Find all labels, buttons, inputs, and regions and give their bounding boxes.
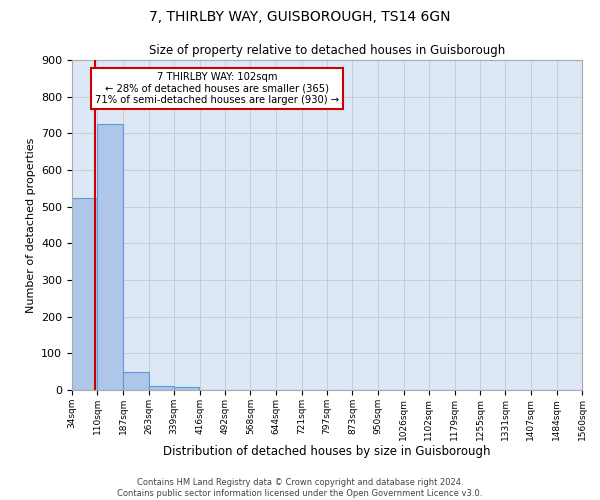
Text: 7 THIRLBY WAY: 102sqm
← 28% of detached houses are smaller (365)
71% of semi-det: 7 THIRLBY WAY: 102sqm ← 28% of detached … bbox=[95, 72, 340, 105]
Y-axis label: Number of detached properties: Number of detached properties bbox=[26, 138, 35, 312]
Bar bbox=[97, 124, 123, 390]
Text: Contains HM Land Registry data © Crown copyright and database right 2024.
Contai: Contains HM Land Registry data © Crown c… bbox=[118, 478, 482, 498]
Title: Size of property relative to detached houses in Guisborough: Size of property relative to detached ho… bbox=[149, 44, 505, 58]
X-axis label: Distribution of detached houses by size in Guisborough: Distribution of detached houses by size … bbox=[163, 446, 491, 458]
Text: 7, THIRLBY WAY, GUISBOROUGH, TS14 6GN: 7, THIRLBY WAY, GUISBOROUGH, TS14 6GN bbox=[149, 10, 451, 24]
Bar bbox=[149, 386, 174, 390]
Bar bbox=[174, 387, 199, 390]
Bar bbox=[72, 198, 97, 390]
Bar bbox=[123, 372, 149, 390]
